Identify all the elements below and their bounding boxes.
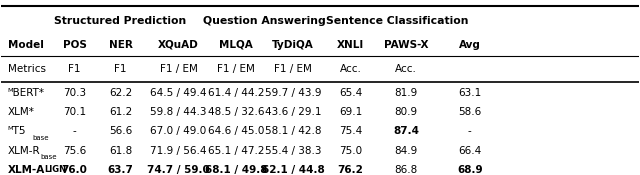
Text: 64.6 / 45.0: 64.6 / 45.0 [208, 126, 264, 136]
Text: Structured Prediction: Structured Prediction [54, 16, 186, 26]
Text: ᴹT5: ᴹT5 [8, 126, 26, 136]
Text: 56.6: 56.6 [109, 126, 132, 136]
Text: 62.2: 62.2 [109, 88, 132, 98]
Text: Avg: Avg [459, 40, 481, 50]
Text: 63.7: 63.7 [108, 165, 134, 175]
Text: F1: F1 [115, 64, 127, 74]
Text: 55.4 / 38.3: 55.4 / 38.3 [265, 146, 321, 156]
Text: 75.4: 75.4 [339, 126, 362, 136]
Text: Model: Model [8, 40, 44, 50]
Text: Acc.: Acc. [395, 64, 417, 74]
Text: 75.0: 75.0 [339, 146, 362, 156]
Text: TyDiQA: TyDiQA [273, 40, 314, 50]
Text: XQuAD: XQuAD [158, 40, 199, 50]
Text: 70.3: 70.3 [63, 88, 86, 98]
Text: 62.1 / 44.8: 62.1 / 44.8 [262, 165, 324, 175]
Text: 86.8: 86.8 [394, 165, 418, 175]
Text: 80.9: 80.9 [394, 107, 417, 117]
Text: base: base [40, 154, 57, 160]
Text: 65.1 / 47.2: 65.1 / 47.2 [207, 146, 264, 156]
Text: 61.8: 61.8 [109, 146, 132, 156]
Text: MLQA: MLQA [219, 40, 253, 50]
Text: F1 / EM: F1 / EM [217, 64, 255, 74]
Text: 76.0: 76.0 [61, 165, 88, 175]
Text: Acc.: Acc. [340, 64, 362, 74]
Text: 58.1 / 42.8: 58.1 / 42.8 [265, 126, 321, 136]
Text: 67.0 / 49.0: 67.0 / 49.0 [150, 126, 207, 136]
Text: 68.9: 68.9 [457, 165, 483, 175]
Text: 61.2: 61.2 [109, 107, 132, 117]
Text: XLM*: XLM* [8, 107, 35, 117]
Text: XNLI: XNLI [337, 40, 364, 50]
Text: 81.9: 81.9 [394, 88, 418, 98]
Text: ᴹBERT*: ᴹBERT* [8, 88, 45, 98]
Text: 66.4: 66.4 [458, 146, 481, 156]
Text: 58.6: 58.6 [458, 107, 481, 117]
Text: 59.7 / 43.9: 59.7 / 43.9 [265, 88, 321, 98]
Text: -: - [468, 126, 472, 136]
Text: 43.6 / 29.1: 43.6 / 29.1 [265, 107, 321, 117]
Text: 71.9 / 56.4: 71.9 / 56.4 [150, 146, 207, 156]
Text: F1 / EM: F1 / EM [159, 64, 198, 74]
Text: XLM-R: XLM-R [8, 146, 40, 156]
Text: 84.9: 84.9 [394, 146, 418, 156]
Text: 69.1: 69.1 [339, 107, 362, 117]
Text: XLM-A: XLM-A [8, 165, 45, 175]
Text: 68.1 / 49.8: 68.1 / 49.8 [205, 165, 267, 175]
Text: Question Answering: Question Answering [203, 16, 326, 26]
Text: Metrics: Metrics [8, 64, 46, 74]
Text: POS: POS [63, 40, 86, 50]
Text: 59.8 / 44.3: 59.8 / 44.3 [150, 107, 207, 117]
Text: 65.4: 65.4 [339, 88, 362, 98]
Text: -: - [73, 126, 77, 136]
Text: base: base [32, 135, 49, 141]
Text: 61.4 / 44.2: 61.4 / 44.2 [207, 88, 264, 98]
Text: 63.1: 63.1 [458, 88, 481, 98]
Text: F1 / EM: F1 / EM [275, 64, 312, 74]
Text: LIGN: LIGN [45, 165, 67, 174]
Text: 74.7 / 59.0: 74.7 / 59.0 [147, 165, 210, 175]
Text: 70.1: 70.1 [63, 107, 86, 117]
Text: Sentence Classification: Sentence Classification [326, 16, 468, 26]
Text: 64.5 / 49.4: 64.5 / 49.4 [150, 88, 207, 98]
Text: 48.5 / 32.6: 48.5 / 32.6 [207, 107, 264, 117]
Text: PAWS-X: PAWS-X [384, 40, 428, 50]
Text: NER: NER [109, 40, 132, 50]
Text: 87.4: 87.4 [393, 126, 419, 136]
Text: 75.6: 75.6 [63, 146, 86, 156]
Text: 76.2: 76.2 [338, 165, 364, 175]
Text: F1: F1 [68, 64, 81, 74]
